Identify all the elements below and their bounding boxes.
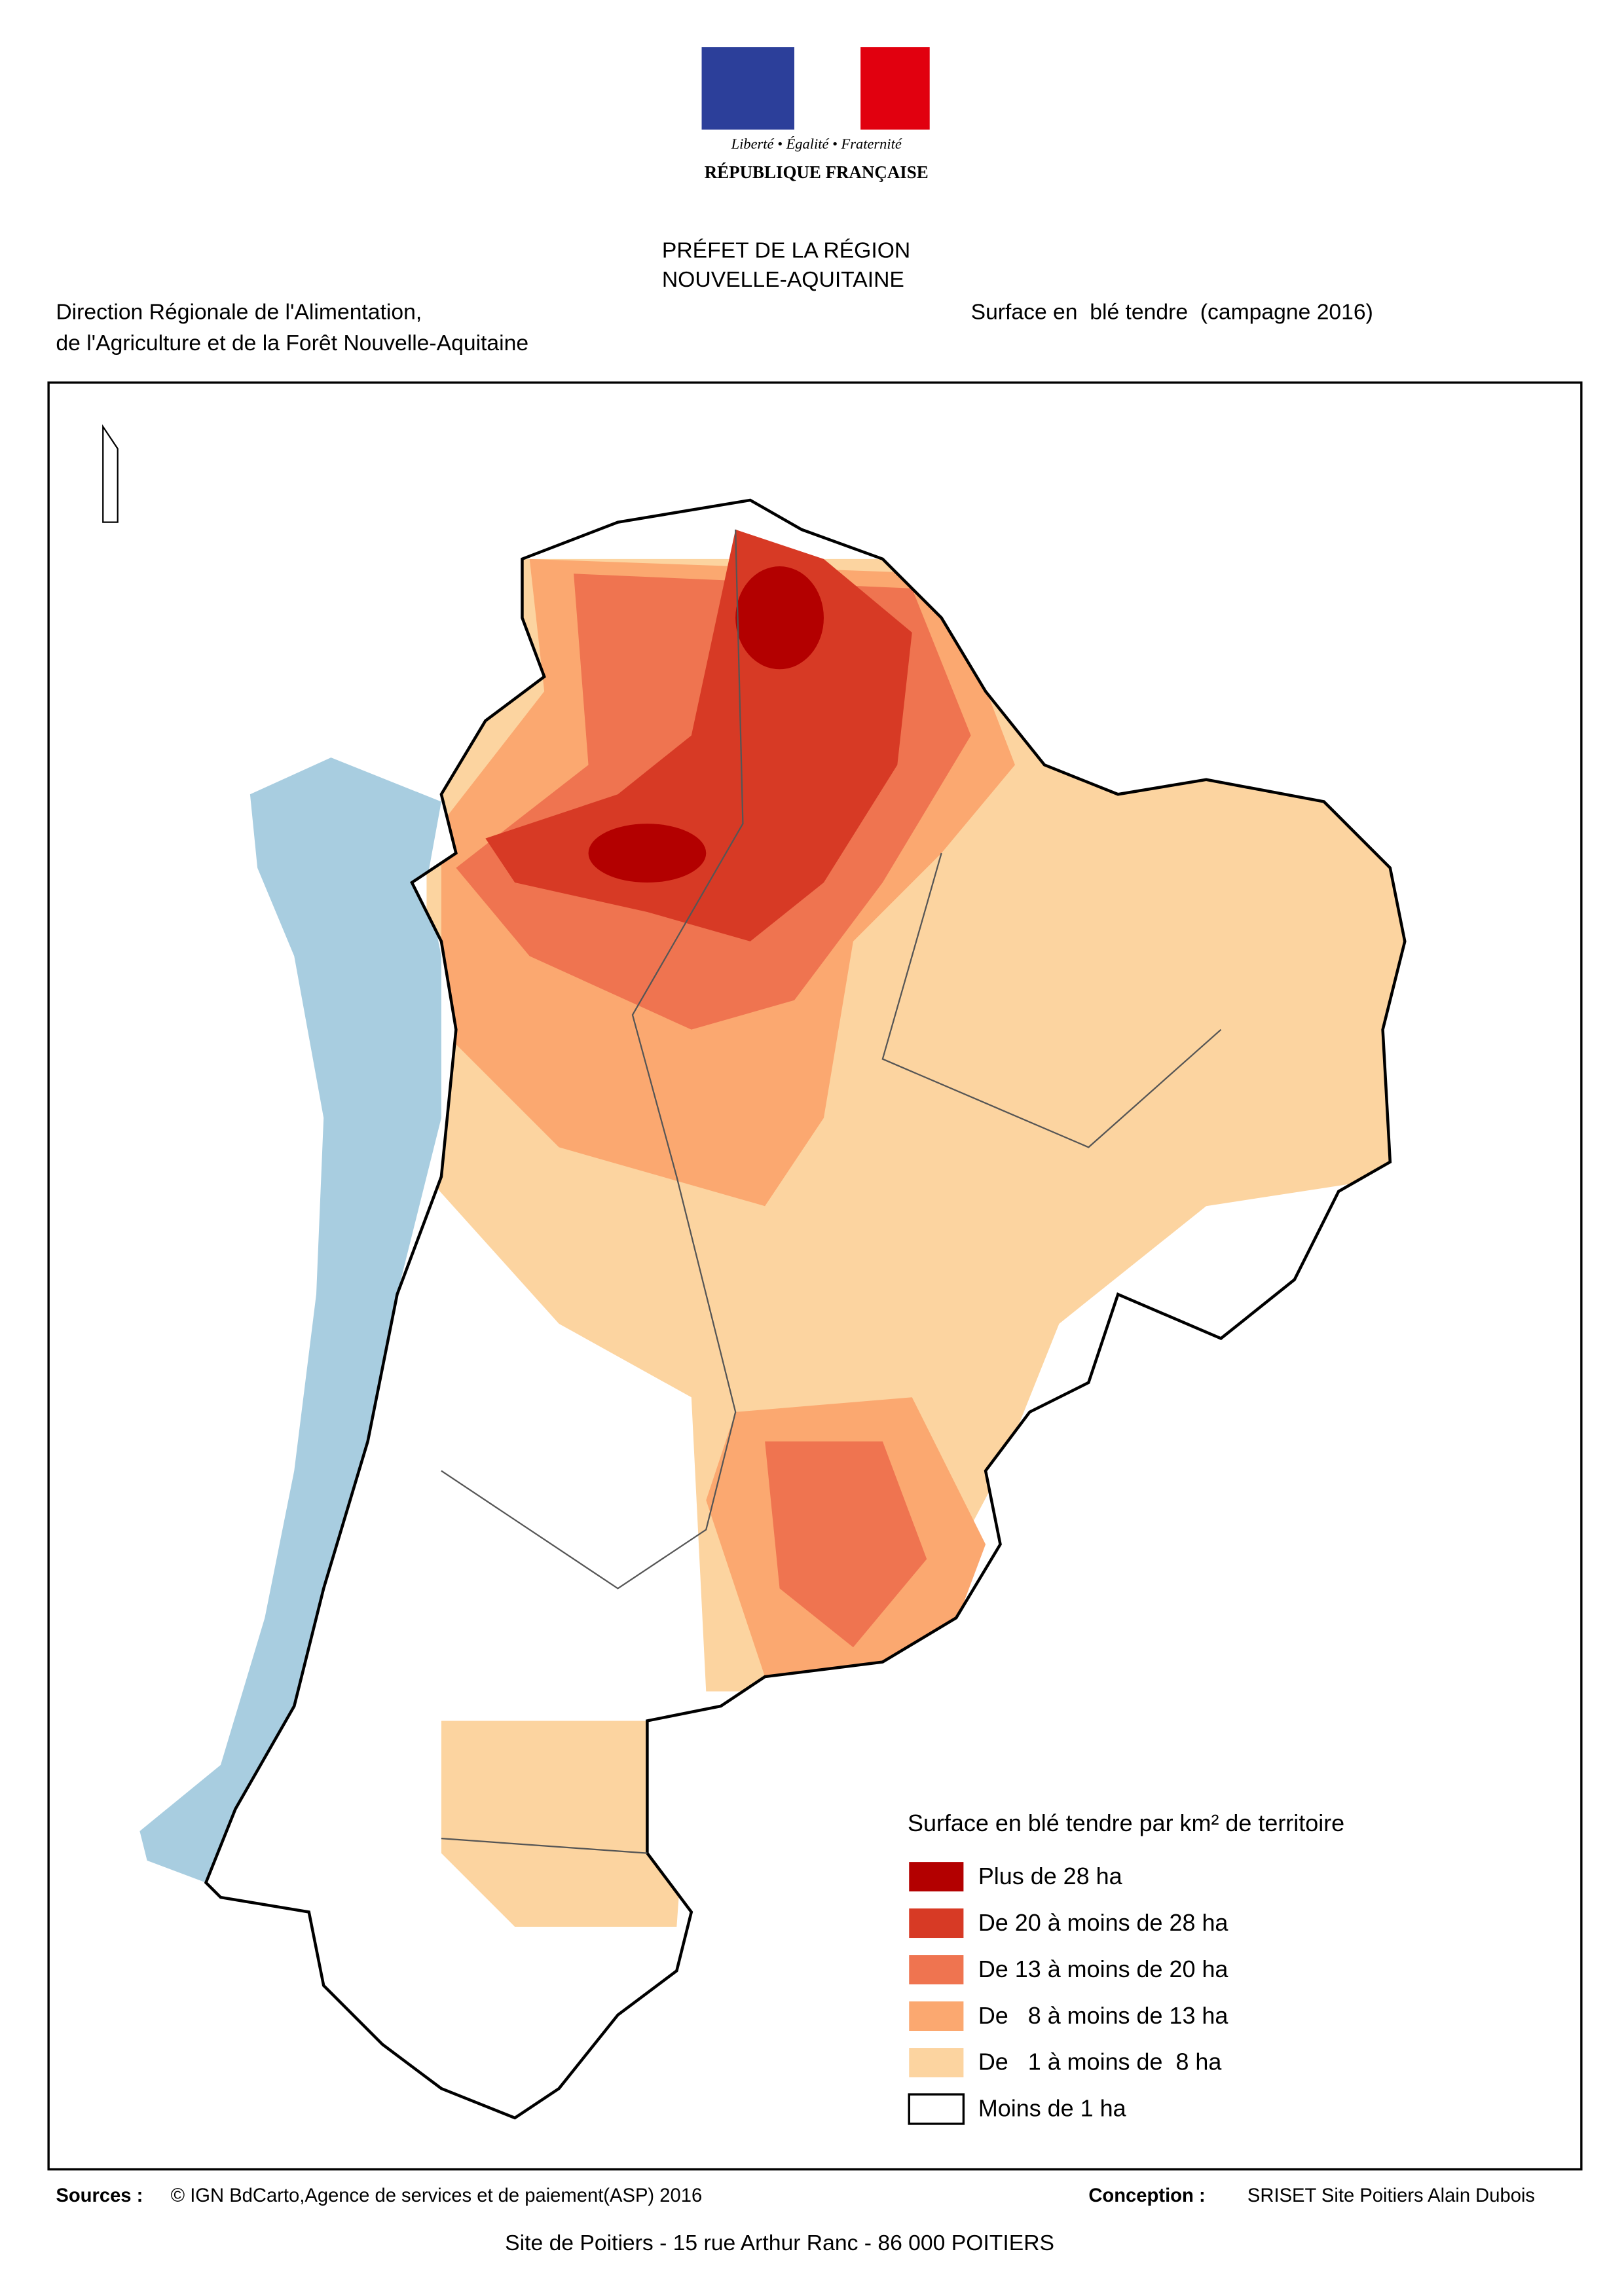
legend-swatch bbox=[909, 2048, 964, 2077]
legend-swatch bbox=[909, 1862, 964, 1892]
department-borders bbox=[441, 529, 1222, 1854]
zone-light bbox=[441, 1721, 692, 1927]
prefet-line: NOUVELLE-AQUITAINE bbox=[662, 268, 904, 292]
choropleth bbox=[426, 529, 1405, 1927]
legend-swatch bbox=[909, 1908, 964, 1939]
flag-white bbox=[794, 47, 861, 130]
zone-max bbox=[588, 824, 707, 883]
legend-label: Plus de 28 ha bbox=[978, 1863, 1122, 1889]
flag-red bbox=[860, 47, 930, 130]
ocean bbox=[139, 757, 441, 1883]
map-frame bbox=[47, 381, 1583, 2171]
legend-swatch bbox=[909, 1955, 964, 1985]
map-title: Surface en blé tendre (campagne 2016) bbox=[971, 301, 1373, 325]
legend-swatch bbox=[908, 2093, 965, 2125]
legend-label: De 13 à moins de 20 ha bbox=[978, 1956, 1228, 1982]
department-line: Direction Régionale de l'Alimentation, bbox=[56, 301, 422, 325]
flag-blue bbox=[701, 47, 795, 130]
legend-label: De 1 à moins de 8 ha bbox=[978, 2049, 1222, 2075]
legend-swatch bbox=[909, 2001, 964, 2031]
address: Site de Poitiers - 15 rue Arthur Ranc - … bbox=[505, 2231, 1054, 2255]
logo: Liberté • Égalité • Fraternité RÉPUBLIQU… bbox=[701, 47, 930, 182]
republic-name: RÉPUBLIQUE FRANÇAISE bbox=[705, 162, 929, 182]
north-arrow bbox=[102, 424, 119, 523]
motto: Liberté • Égalité • Fraternité bbox=[731, 136, 902, 152]
zone-high bbox=[765, 1441, 927, 1648]
legend-label: Moins de 1 ha bbox=[978, 2095, 1126, 2122]
conception: SRISET Site Poitiers Alain Dubois bbox=[1247, 2185, 1535, 2206]
sources: © IGN BdCarto,Agence de services et de p… bbox=[171, 2185, 703, 2206]
prefet-line: PRÉFET DE LA RÉGION bbox=[662, 238, 910, 263]
conception-label: Conception : bbox=[1088, 2185, 1205, 2206]
zone-max bbox=[735, 566, 824, 670]
sources-label: Sources : bbox=[56, 2185, 143, 2206]
department-line: de l'Agriculture et de la Forêt Nouvelle… bbox=[56, 331, 528, 355]
legend: Surface en blé tendre par km² de territo… bbox=[908, 1810, 1344, 2125]
legend-label: De 8 à moins de 13 ha bbox=[978, 2002, 1228, 2029]
legend-title: Surface en blé tendre par km² de territo… bbox=[908, 1810, 1344, 1836]
legend-label: De 20 à moins de 28 ha bbox=[978, 1909, 1228, 1936]
